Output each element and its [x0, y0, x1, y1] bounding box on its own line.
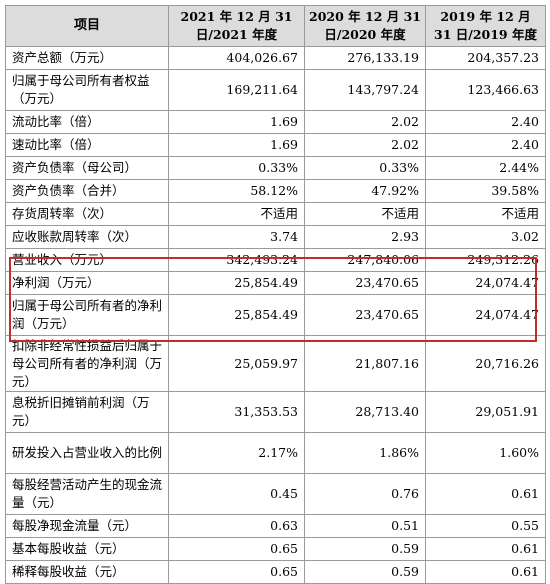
table-row: 每股经营活动产生的现金流量（元） 0.45 0.76 0.61 — [5, 473, 546, 515]
cell-2020: 23,470.65 — [304, 271, 426, 295]
cell-2020: 23,470.65 — [304, 294, 426, 336]
row-label: 资产负债率（合并） — [5, 179, 169, 203]
financial-indicators-table: 项目 2021 年 12 月 31 日/2021 年度 2020 年 12 月 … — [5, 5, 546, 584]
cell-2020: 2.02 — [304, 110, 426, 134]
cell-2020: 2.93 — [304, 225, 426, 249]
cell-2019: 24,074.47 — [425, 271, 546, 295]
table-row: 稀释每股收益（元） 0.65 0.59 0.61 — [5, 560, 546, 584]
cell-2021: 3.74 — [168, 225, 305, 249]
cell-2020: 0.59 — [304, 560, 426, 584]
cell-2021: 31,353.53 — [168, 391, 305, 433]
table-row: 速动比率（倍） 1.69 2.02 2.40 — [5, 133, 546, 157]
cell-2019: 2.40 — [425, 110, 546, 134]
table-row-highlighted: 营业收入（万元） 342,493.24 247,840.06 249,312.2… — [5, 248, 546, 272]
cell-2020: 21,807.16 — [304, 335, 426, 392]
row-label: 基本每股收益（元） — [5, 537, 169, 561]
table-row: 流动比率（倍） 1.69 2.02 2.40 — [5, 110, 546, 134]
row-label: 净利润（万元） — [5, 271, 169, 295]
table-header-row: 项目 2021 年 12 月 31 日/2021 年度 2020 年 12 月 … — [5, 5, 546, 47]
table-row: 每股净现金流量（元） 0.63 0.51 0.55 — [5, 514, 546, 538]
table-row: 归属于母公司所有者权益（万元） 169,211.64 143,797.24 12… — [5, 69, 546, 111]
cell-2021: 342,493.24 — [168, 248, 305, 272]
row-label: 每股经营活动产生的现金流量（元） — [5, 473, 169, 515]
cell-2021: 169,211.64 — [168, 69, 305, 111]
cell-2021: 0.65 — [168, 560, 305, 584]
table-row: 存货周转率（次） 不适用 不适用 不适用 — [5, 202, 546, 226]
cell-2020: 276,133.19 — [304, 46, 426, 70]
cell-2019: 不适用 — [425, 202, 546, 226]
cell-2020: 2.02 — [304, 133, 426, 157]
row-label: 存货周转率（次） — [5, 202, 169, 226]
row-label: 息税折旧摊销前利润（万元） — [5, 391, 169, 433]
header-2021: 2021 年 12 月 31 日/2021 年度 — [168, 5, 305, 47]
cell-2021: 25,854.49 — [168, 271, 305, 295]
row-label: 资产负债率（母公司） — [5, 156, 169, 180]
table-row-highlighted: 归属于母公司所有者的净利润（万元） 25,854.49 23,470.65 24… — [5, 294, 546, 336]
cell-2019: 20,716.26 — [425, 335, 546, 392]
table-row-highlighted: 净利润（万元） 25,854.49 23,470.65 24,074.47 — [5, 271, 546, 295]
cell-2021: 25,059.97 — [168, 335, 305, 392]
table-row: 息税折旧摊销前利润（万元） 31,353.53 28,713.40 29,051… — [5, 391, 546, 433]
table-row: 应收账款周转率（次） 3.74 2.93 3.02 — [5, 225, 546, 249]
cell-2020: 0.76 — [304, 473, 426, 515]
cell-2020: 0.51 — [304, 514, 426, 538]
cell-2019: 0.61 — [425, 473, 546, 515]
cell-2019: 1.60% — [425, 432, 546, 474]
cell-2021: 404,026.67 — [168, 46, 305, 70]
cell-2019: 29,051.91 — [425, 391, 546, 433]
header-item: 项目 — [5, 5, 169, 47]
cell-2021: 25,854.49 — [168, 294, 305, 336]
table-row: 基本每股收益（元） 0.65 0.59 0.61 — [5, 537, 546, 561]
cell-2021: 0.63 — [168, 514, 305, 538]
cell-2021: 1.69 — [168, 110, 305, 134]
cell-2020: 0.59 — [304, 537, 426, 561]
cell-2019: 204,357.23 — [425, 46, 546, 70]
table-row: 资产负债率（合并） 58.12% 47.92% 39.58% — [5, 179, 546, 203]
row-label: 扣除非经常性损益后归属于母公司所有者的净利润（万元） — [5, 335, 169, 392]
cell-2020: 1.86% — [304, 432, 426, 474]
table-row: 资产总额（万元） 404,026.67 276,133.19 204,357.2… — [5, 46, 546, 70]
table-row: 扣除非经常性损益后归属于母公司所有者的净利润（万元） 25,059.97 21,… — [5, 335, 546, 392]
row-label: 营业收入（万元） — [5, 248, 169, 272]
cell-2021: 58.12% — [168, 179, 305, 203]
table-row: 资产负债率（母公司） 0.33% 0.33% 2.44% — [5, 156, 546, 180]
cell-2019: 3.02 — [425, 225, 546, 249]
cell-2021: 0.65 — [168, 537, 305, 561]
cell-2020: 143,797.24 — [304, 69, 426, 111]
row-label: 应收账款周转率（次） — [5, 225, 169, 249]
cell-2019: 0.55 — [425, 514, 546, 538]
cell-2019: 39.58% — [425, 179, 546, 203]
cell-2021: 0.45 — [168, 473, 305, 515]
cell-2020: 28,713.40 — [304, 391, 426, 433]
cell-2021: 不适用 — [168, 202, 305, 226]
cell-2019: 2.40 — [425, 133, 546, 157]
row-label: 归属于母公司所有者的净利润（万元） — [5, 294, 169, 336]
header-2019: 2019 年 12 月 31 日/2019 年度 — [425, 5, 546, 47]
cell-2019: 0.61 — [425, 537, 546, 561]
header-2020: 2020 年 12 月 31 日/2020 年度 — [304, 5, 426, 47]
cell-2019: 0.61 — [425, 560, 546, 584]
cell-2021: 1.69 — [168, 133, 305, 157]
cell-2021: 0.33% — [168, 156, 305, 180]
cell-2019: 24,074.47 — [425, 294, 546, 336]
row-label: 稀释每股收益（元） — [5, 560, 169, 584]
row-label: 资产总额（万元） — [5, 46, 169, 70]
cell-2020: 0.33% — [304, 156, 426, 180]
cell-2020: 不适用 — [304, 202, 426, 226]
cell-2019: 123,466.63 — [425, 69, 546, 111]
cell-2019: 249,312.26 — [425, 248, 546, 272]
row-label: 流动比率（倍） — [5, 110, 169, 134]
cell-2019: 2.44% — [425, 156, 546, 180]
cell-2020: 247,840.06 — [304, 248, 426, 272]
row-label: 研发投入占营业收入的比例 — [5, 432, 169, 474]
row-label: 速动比率（倍） — [5, 133, 169, 157]
cell-2021: 2.17% — [168, 432, 305, 474]
row-label: 每股净现金流量（元） — [5, 514, 169, 538]
table-row: 研发投入占营业收入的比例 2.17% 1.86% 1.60% — [5, 432, 546, 474]
cell-2020: 47.92% — [304, 179, 426, 203]
row-label: 归属于母公司所有者权益（万元） — [5, 69, 169, 111]
